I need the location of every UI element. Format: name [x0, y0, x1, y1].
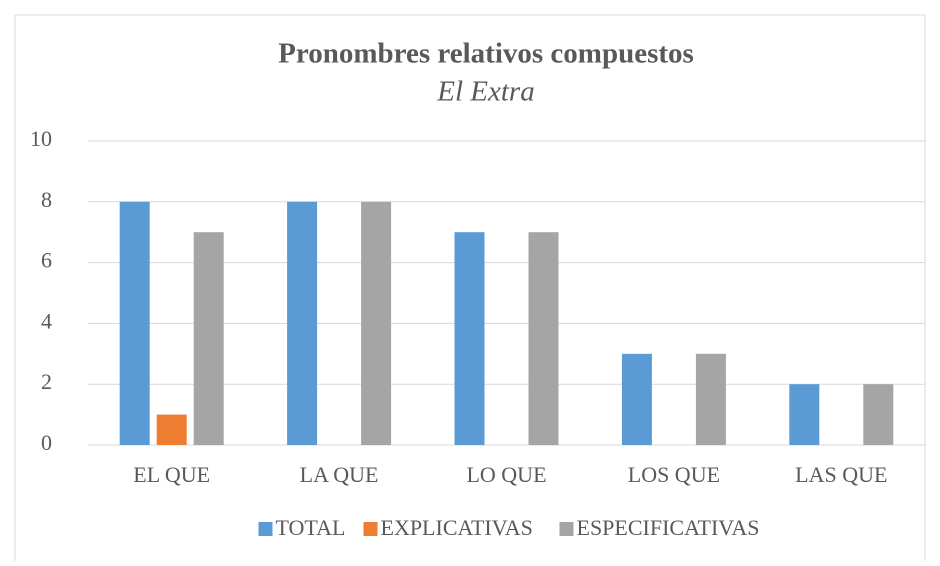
bar	[119, 201, 150, 445]
y-tick-label: 2	[41, 369, 52, 394]
y-tick-label: 4	[41, 308, 52, 333]
legend-label: ESPECIFICATIVAS	[577, 515, 760, 540]
legend-label: EXPLICATIVAS	[381, 515, 533, 540]
chart-frame	[14, 14, 926, 566]
bar	[287, 201, 318, 445]
legend-swatch	[363, 522, 378, 536]
chart-subtitle: El Extra	[436, 76, 534, 108]
y-tick-label: 10	[30, 126, 52, 151]
bar	[193, 232, 224, 445]
y-tick-label: 8	[41, 187, 52, 212]
bar	[454, 232, 485, 445]
bar	[361, 201, 392, 445]
chart-title: Pronombres relativos compuestos	[278, 38, 694, 70]
legend-label: TOTAL	[276, 515, 346, 540]
legend-swatch	[559, 522, 574, 536]
bar	[156, 414, 187, 445]
legend-swatch	[258, 522, 273, 536]
y-tick-label: 0	[41, 430, 52, 455]
bar	[695, 353, 726, 445]
bar	[621, 353, 652, 445]
x-tick-label: EL QUE	[133, 462, 210, 487]
bar	[863, 384, 894, 445]
bar	[528, 232, 559, 445]
y-tick-label: 6	[41, 248, 52, 273]
x-tick-label: LO QUE	[466, 462, 546, 487]
x-tick-label: LOS QUE	[628, 462, 720, 487]
bar	[789, 384, 820, 445]
x-tick-label: LA QUE	[300, 462, 379, 487]
x-tick-label: LAS QUE	[795, 462, 887, 487]
